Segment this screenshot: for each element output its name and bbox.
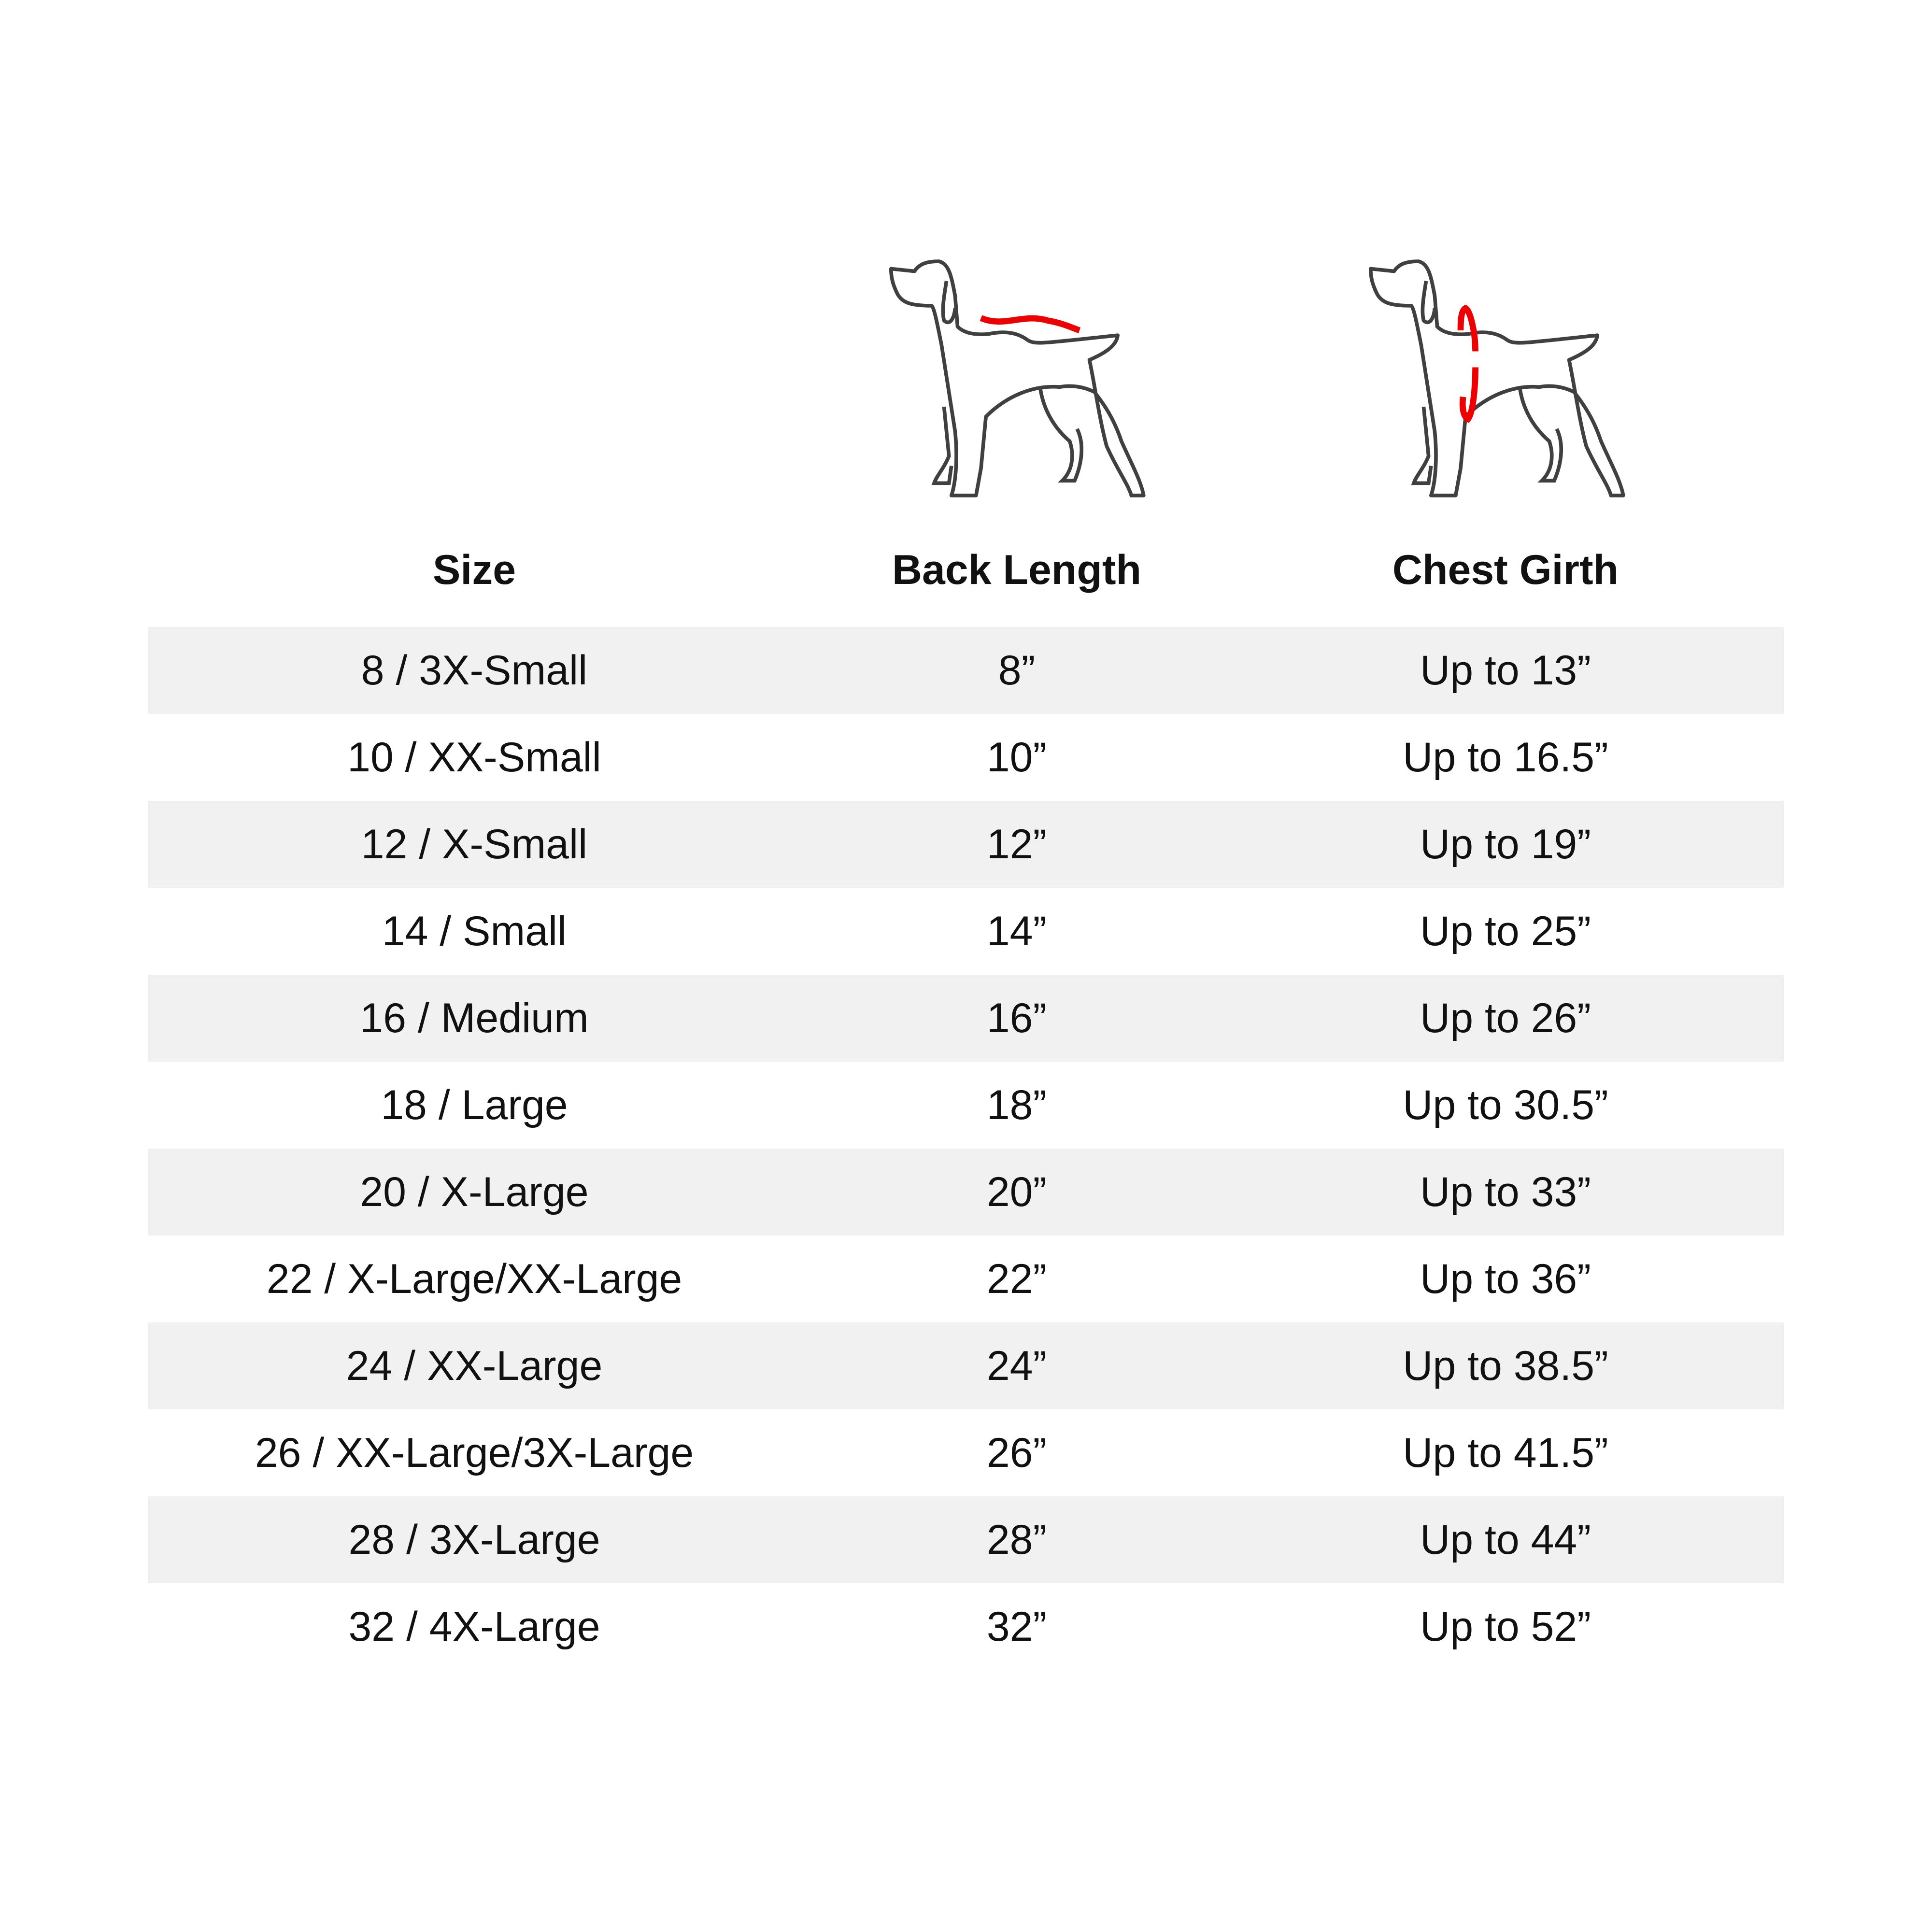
table-row: 24 / XX-Large 24” Up to 38.5”	[148, 1322, 1784, 1409]
back-length-cell: 16”	[986, 994, 1047, 1041]
table-row: 18 / Large 18” Up to 30.5”	[148, 1062, 1784, 1149]
header-chest-girth: Chest Girth	[1392, 547, 1619, 593]
dog-back-length-icon	[887, 259, 1146, 500]
table-row: 10 / XX-Small 10” Up to 16.5”	[148, 714, 1784, 801]
header-back-length: Back Length	[892, 547, 1142, 593]
chest-girth-cell: Up to 41.5”	[1403, 1429, 1608, 1476]
header-size: Size	[432, 547, 516, 593]
chest-girth-cell: Up to 26”	[1420, 994, 1591, 1041]
back-length-cell: 18”	[986, 1081, 1047, 1128]
table-row: 12 / X-Small 12” Up to 19”	[148, 801, 1784, 888]
table-row: 22 / X-Large/XX-Large 22” Up to 36”	[148, 1236, 1784, 1322]
size-cell: 14 / Small	[382, 908, 567, 954]
chest-girth-cell: Up to 52”	[1420, 1603, 1591, 1650]
table-row: 20 / X-Large 20” Up to 33”	[148, 1149, 1784, 1236]
back-length-arrow	[972, 313, 1089, 337]
back-length-cell: 32”	[986, 1603, 1047, 1650]
table-row: 26 / XX-Large/3X-Large 26” Up to 41.5”	[148, 1409, 1784, 1496]
size-table: 8 / 3X-Small 8” Up to 13” 10 / XX-Small 10” U…	[148, 627, 1784, 1670]
size-cell: 22 / X-Large/XX-Large	[266, 1255, 682, 1302]
dog-chest-girth-icon	[1367, 259, 1626, 500]
back-length-cell: 24”	[986, 1342, 1047, 1389]
back-length-cell: 20”	[986, 1168, 1047, 1215]
size-cell: 16 / Medium	[360, 994, 589, 1041]
chest-girth-cell: Up to 36”	[1420, 1255, 1591, 1302]
chest-girth-cell: Up to 44”	[1420, 1516, 1591, 1563]
size-cell: 20 / X-Large	[360, 1168, 589, 1215]
table-row: 16 / Medium 16” Up to 26”	[148, 975, 1784, 1062]
table-row: 32 / 4X-Large 32” Up to 52”	[148, 1583, 1784, 1670]
size-cell: 18 / Large	[381, 1081, 568, 1128]
table-row: 14 / Small 14” Up to 25”	[148, 888, 1784, 975]
size-cell: 24 / XX-Large	[346, 1342, 603, 1389]
size-cell: 12 / X-Small	[361, 821, 588, 867]
chest-girth-cell: Up to 25”	[1420, 908, 1591, 954]
chest-girth-cell: Up to 33”	[1420, 1168, 1591, 1215]
back-length-cell: 28”	[986, 1516, 1047, 1563]
back-length-cell: 22”	[986, 1255, 1047, 1302]
size-cell: 26 / XX-Large/3X-Large	[255, 1429, 694, 1476]
chest-girth-cell: Up to 19”	[1420, 821, 1591, 867]
chest-girth-cell: Up to 30.5”	[1403, 1081, 1608, 1128]
back-length-cell: 12”	[986, 821, 1047, 867]
back-length-cell: 14”	[986, 908, 1047, 954]
chest-girth-cell: Up to 16.5”	[1403, 734, 1608, 781]
table-row: 8 / 3X-Small 8” Up to 13”	[148, 627, 1784, 714]
chest-girth-arrow-bottom	[1459, 358, 1485, 423]
chest-girth-arrow-top	[1457, 304, 1485, 361]
back-length-cell: 10”	[986, 734, 1047, 781]
chest-girth-cell: Up to 13”	[1420, 647, 1591, 694]
size-cell: 32 / 4X-Large	[348, 1603, 600, 1650]
table-row: 28 / 3X-Large 28” Up to 44”	[148, 1496, 1784, 1583]
size-cell: 8 / 3X-Small	[361, 647, 588, 694]
size-cell: 28 / 3X-Large	[348, 1516, 600, 1563]
size-cell: 10 / XX-Small	[347, 734, 601, 781]
chest-girth-cell: Up to 38.5”	[1403, 1342, 1608, 1389]
back-length-cell: 8”	[998, 647, 1036, 694]
back-length-cell: 26”	[986, 1429, 1047, 1476]
